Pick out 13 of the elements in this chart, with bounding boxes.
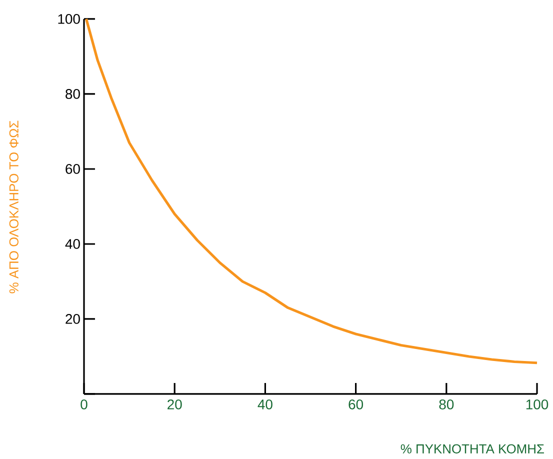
y-tick-label: 80 (66, 89, 80, 99)
x-axis-title: % ΠΥΚΝΟΤΗΤΑ ΚΟΜΗΣ (400, 444, 544, 454)
x-tick-label: 20 (168, 399, 182, 410)
y-tick-label: 40 (65, 239, 80, 249)
x-tick-label: 80 (439, 399, 454, 410)
x-tick-label: 100 (526, 399, 548, 410)
x-tick-label: 40 (258, 399, 272, 410)
y-tick-label: 60 (66, 164, 80, 174)
x-tick-label: 0 (80, 399, 88, 410)
y-tick-label: 100 (58, 14, 80, 24)
y-axis-title: % ΑΠΟ ΟΛΟΚΛΗΡΟ ΤΟ ΦΩΣ (9, 120, 18, 294)
x-tick-label: 60 (348, 399, 364, 410)
y-tick-label: 20 (66, 314, 80, 324)
